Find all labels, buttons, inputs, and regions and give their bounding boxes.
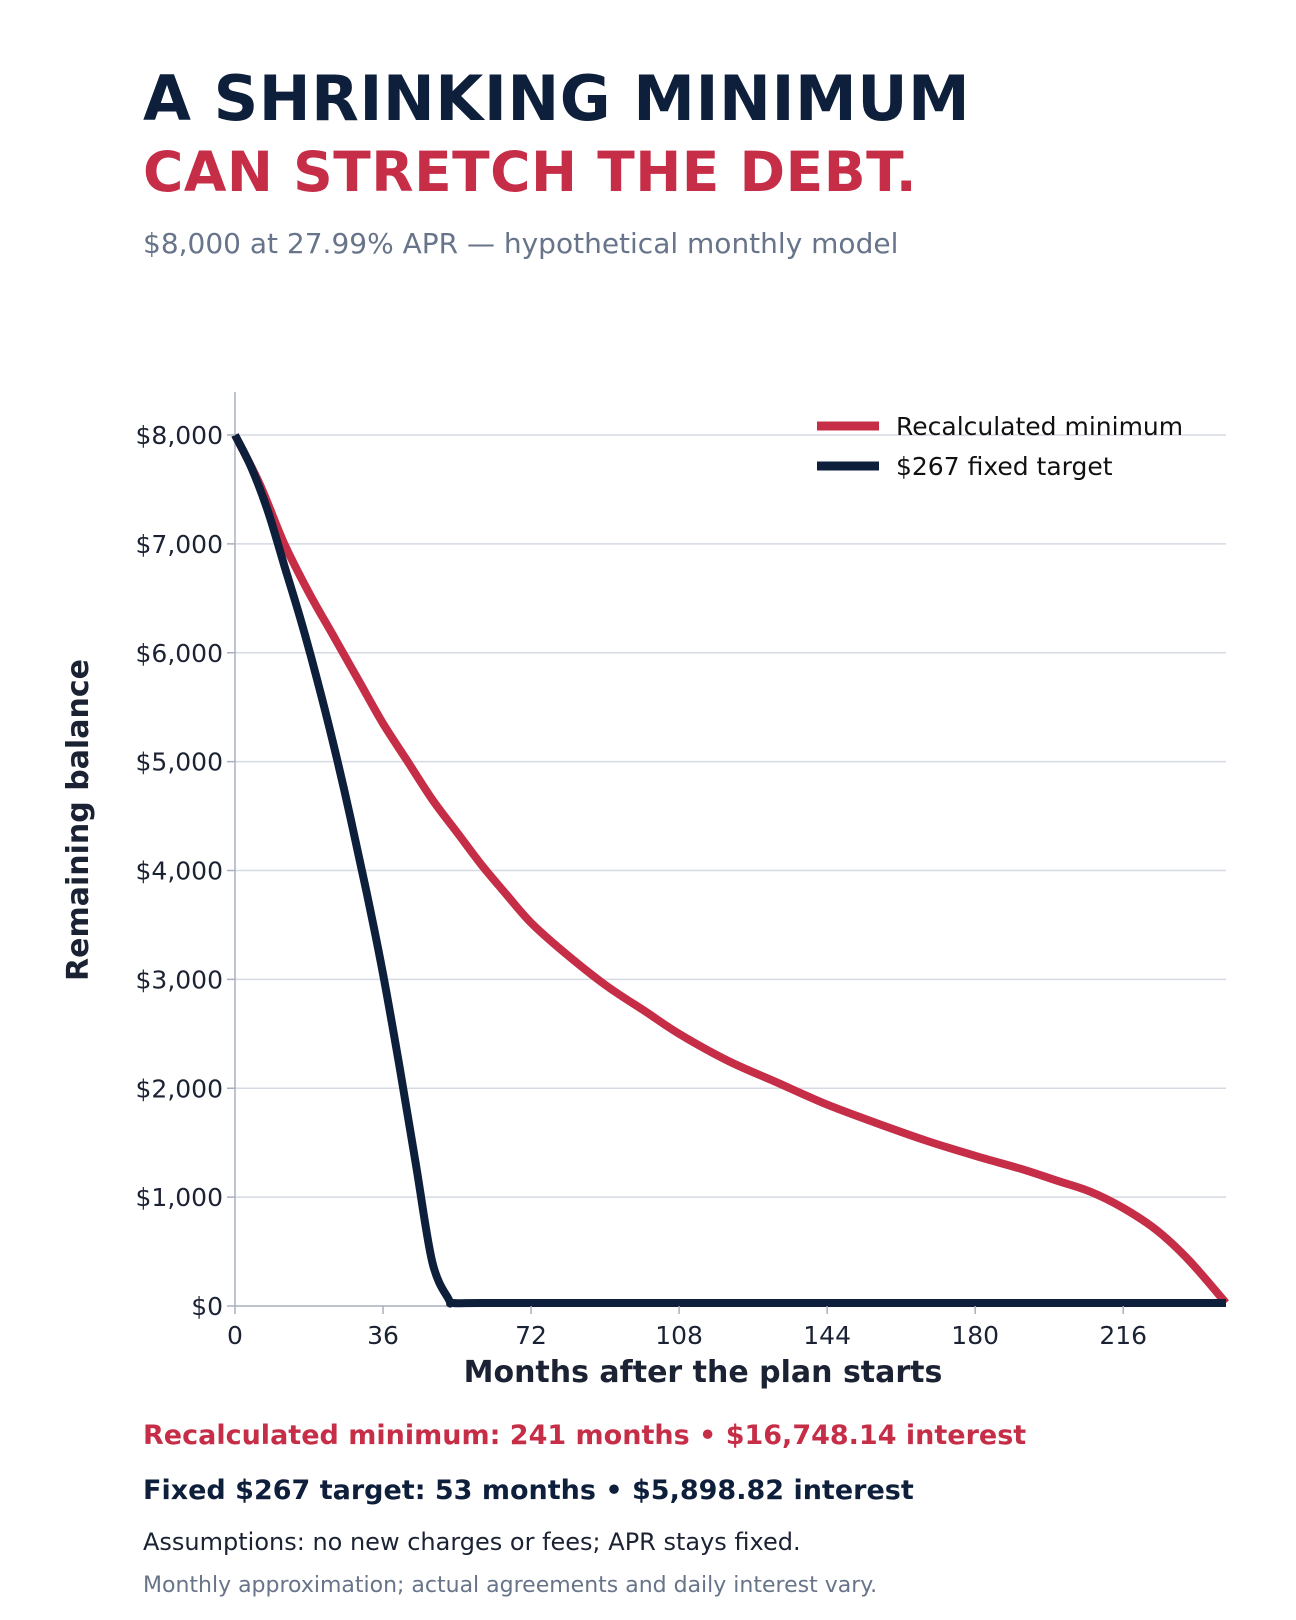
chart-ticks: $0 $1,000 $2,000 $3,000 $4,000 $5,000 $6,000 $7… (136, 421, 1148, 1350)
series-line-recalculated-minimum (231, 433, 1230, 1306)
legend-item-recalculated-minimum-label: Recalculated minimum (896, 412, 1183, 441)
legend-item-fixed-target-label: $267 fixed target (896, 452, 1113, 481)
x-tick-label: 180 (951, 1321, 999, 1350)
series-line-fixed-target (231, 433, 1226, 1308)
page-title: A SHRINKING MINIMUM (143, 62, 971, 135)
chart-grid (235, 434, 1226, 1198)
y-axis-label: Remaining balance (61, 659, 96, 981)
y-tick-label: $0 (191, 1292, 223, 1321)
x-tick-label: 108 (655, 1321, 703, 1350)
x-axis-label: Months after the plan starts (464, 1355, 943, 1390)
chart-axes (234, 392, 1226, 1307)
x-tick-label: 144 (803, 1321, 851, 1350)
chart-series (231, 433, 1230, 1308)
page-title-highlight: CAN STRETCH THE DEBT. (143, 140, 918, 204)
y-tick-label: $7,000 (136, 530, 223, 559)
y-tick-label: $3,000 (136, 965, 223, 994)
y-tick-label: $5,000 (136, 748, 223, 777)
page-subtitle: $8,000 at 27.99% APR — hypothetical mont… (143, 227, 899, 260)
x-tick-label: 72 (515, 1321, 547, 1350)
y-tick-label: $6,000 (136, 639, 223, 668)
chart-legend: Recalculated minimum $267 fixed target (817, 412, 1183, 481)
summary-recalculated: Recalculated minimum: 241 months • $16,7… (143, 1420, 1027, 1451)
y-tick-label: $1,000 (136, 1183, 223, 1212)
assumptions-note: Assumptions: no new charges or fees; APR… (143, 1528, 801, 1556)
y-tick-label: $2,000 (136, 1074, 223, 1103)
summary-fixed: Fixed $267 target: 53 months • $5,898.82… (143, 1475, 914, 1506)
y-tick-label: $8,000 (136, 421, 223, 450)
x-tick-label: 36 (367, 1321, 399, 1350)
y-tick-label: $4,000 (136, 857, 223, 886)
x-tick-label: 216 (1099, 1321, 1147, 1350)
balance-line-chart: $0 $1,000 $2,000 $3,000 $4,000 $5,000 $6,000 $7… (61, 392, 1230, 1390)
x-tick-label: 0 (227, 1321, 243, 1350)
disclaimer-note: Monthly approximation; actual agreements… (143, 1573, 878, 1598)
